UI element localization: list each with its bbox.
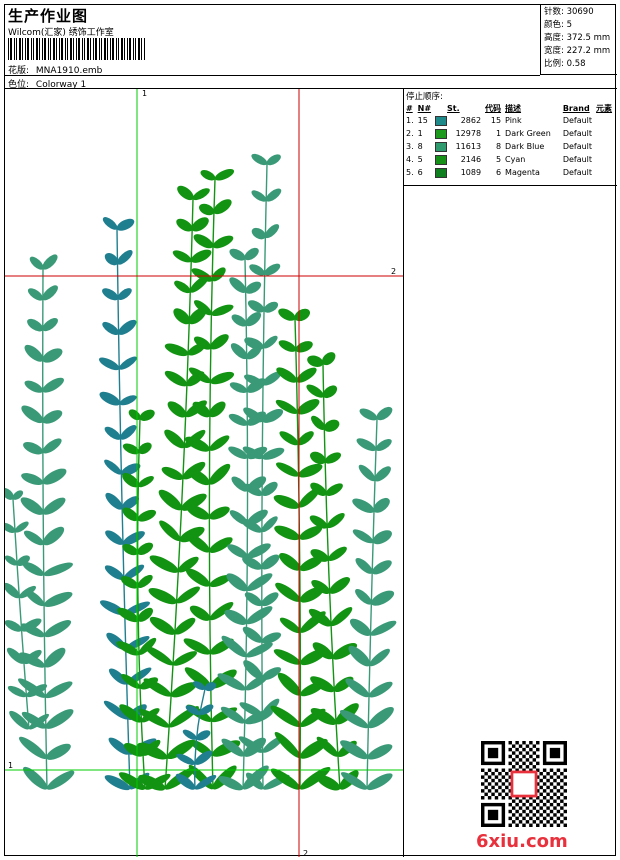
color-row: 4. 5 2146 5 Cyan Default [404,153,614,166]
row-index: 2. [406,129,414,138]
row-brand: Default [562,142,593,151]
colorway-value: Colorway 1 [35,80,87,90]
leaf-stem [175,681,217,790]
row-code: 5 [495,155,502,164]
row-brand: Default [562,116,593,125]
embroidery-artwork [5,89,403,857]
color-swatch [435,154,448,165]
row-brand: Default [562,168,593,177]
guide-label-red-h: 2 [391,267,397,276]
production-sheet: 生产作业图 Wilcom(汇家) 绣饰工作室 花版: MNA1910.emb 色… [4,4,617,857]
header-divider [5,75,540,76]
page-title: 生产作业图 [8,7,89,25]
row-element [594,140,614,153]
leaf-stem [306,352,359,791]
row-stitches: 12978 [433,127,483,140]
color-swatch [435,141,448,152]
color-swatch [435,115,448,126]
guide-label-red-v: 2 [303,849,309,857]
leaf-stem [5,487,50,730]
design-value: MNA1910.emb [35,66,103,76]
watermark: 6xiu.com [476,831,568,852]
row-index: 4. [406,155,414,164]
row-needle: 5 [417,155,423,164]
row-description: Cyan [505,155,526,164]
colorway-line: 色位: Colorway 1 [8,77,86,90]
color-row: 1. 15 2862 15 Pink Default [404,114,614,127]
row-stitches: 1089 [433,166,483,179]
color-table: # N# St. 代码 描述 Brand 元素 1. 15 2862 15 Pink De… [404,102,614,179]
row-needle: 1 [417,129,423,138]
row-code: 1 [495,129,502,138]
barcode [8,38,145,60]
row-element [594,114,614,127]
stat-height: 高度: 372.5 mm [544,33,611,43]
row-index: 1. [406,116,414,125]
color-row: 5. 6 1089 6 Magenta Default [404,166,614,179]
row-code: 6 [495,168,502,177]
guide-label-green-v: 1 [142,89,148,98]
leaf-stem [270,308,331,790]
design-preview: 1 1 2 2 [5,89,404,857]
colorway-label: 色位: [8,80,30,90]
leaf-stem [238,153,290,790]
row-brand: Default [562,129,593,138]
stat-colors: 颜色: 5 [544,20,572,30]
row-description: Magenta [505,168,540,177]
stat-width: 宽度: 227.2 mm [544,46,611,56]
color-row: 2. 1 12978 1 Dark Green Default [404,127,614,140]
row-element [594,127,614,140]
design-label: 花版: [8,66,30,76]
row-stitches: 2862 [433,114,483,127]
guide-label-green-h: 1 [8,761,14,770]
row-needle: 8 [417,142,423,151]
leaf-stem [17,254,75,790]
row-description: Dark Green [505,129,551,138]
color-swatch [435,167,448,178]
row-code: 8 [495,142,502,151]
stat-stitches: 针数: 30690 [544,7,594,17]
row-element [594,153,614,166]
leaf-stem [116,409,171,790]
leaf-stem [339,406,397,791]
stop-sequence-panel: 停止顺序: # N# St. 代码 描述 Brand 元素 1. 15 2862 15… [404,89,617,857]
row-stitches: 11613 [433,140,483,153]
row-brand: Default [562,155,593,164]
color-table-header: # N# St. 代码 描述 Brand 元素 [406,103,613,113]
row-description: Pink [505,116,522,125]
row-needle: 15 [417,116,428,125]
row-index: 5. [406,168,414,177]
company-name: Wilcom(汇家) 绣饰工作室 [8,28,114,38]
stat-scale: 比例: 0.58 [544,59,586,69]
stop-sequence-title: 停止顺序: [406,92,443,102]
design-line: 花版: MNA1910.emb [8,63,102,76]
row-element [594,166,614,179]
panel-divider [404,185,617,186]
color-row: 3. 8 11613 8 Dark Blue Default [404,140,614,153]
row-index: 3. [406,142,414,151]
row-needle: 6 [417,168,423,177]
qr-code [481,741,567,827]
row-code: 15 [490,116,502,125]
color-swatch [435,128,448,139]
row-description: Dark Blue [505,142,545,151]
header-info: 生产作业图 Wilcom(汇家) 绣饰工作室 花版: MNA1910.emb 色… [5,5,540,90]
stats-panel: 针数: 30690 颜色: 5 高度: 372.5 mm 宽度: 227.2 m… [540,5,617,75]
header: 生产作业图 Wilcom(汇家) 绣饰工作室 花版: MNA1910.emb 色… [5,5,617,90]
row-stitches: 2146 [433,153,483,166]
